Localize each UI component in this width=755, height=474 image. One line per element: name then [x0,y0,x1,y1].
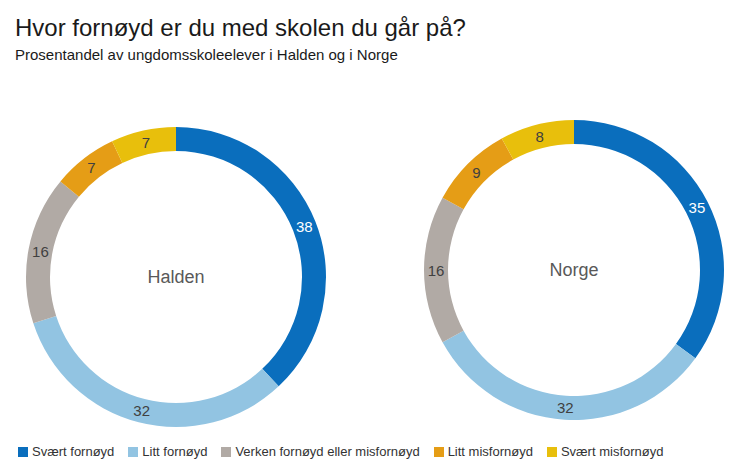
html-text:Svært misfornøyd: Svært misfornøyd [560,444,664,459]
svg-text:32: 32 [557,399,574,416]
html-text:Prosentandel av ungdomsskoleel: Prosentandel av ungdomsskoleelever i Hal… [15,46,398,63]
svg-text:16: 16 [32,243,49,260]
svg-text:35: 35 [689,199,706,216]
svg-text:32: 32 [133,402,150,419]
svg-text:38: 38 [296,218,313,235]
svg-text:16: 16 [428,262,445,279]
html-text:Litt misfornøyd: Litt misfornøyd [447,444,533,459]
svg-text:7: 7 [87,159,95,176]
html-text:Litt fornøyd: Litt fornøyd [142,444,208,459]
html-text:Halden: Halden [147,266,205,287]
html-text:Verken fornøyd eller misfornøy: Verken fornøyd eller misfornøyd [235,444,420,459]
html-text:Svært fornøyd: Svært fornøyd [32,444,115,459]
svg-text:7: 7 [142,134,150,151]
svg-text:9: 9 [472,164,480,181]
svg-text:8: 8 [536,128,544,145]
html-text:Hvor fornøyd er du med skolen: Hvor fornøyd er du med skolen du går på? [15,14,466,41]
html-text:Norge: Norge [549,259,599,280]
